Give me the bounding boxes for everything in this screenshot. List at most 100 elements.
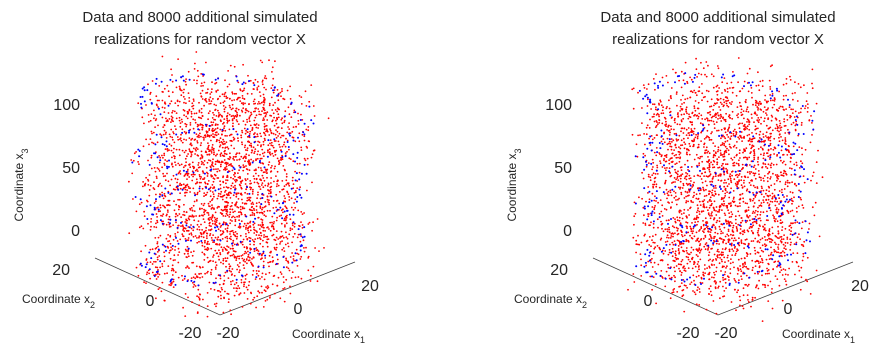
scatter-point bbox=[649, 176, 652, 179]
scatter-point bbox=[291, 176, 294, 179]
scatter-point bbox=[225, 260, 228, 262]
scatter-point bbox=[754, 128, 757, 131]
scatter-point bbox=[163, 124, 166, 126]
scatter-point bbox=[283, 141, 286, 144]
scatter-point bbox=[243, 285, 245, 288]
scatter-point bbox=[260, 101, 263, 104]
scatter-point bbox=[635, 239, 638, 242]
helix-point bbox=[302, 131, 305, 134]
scatter-point bbox=[718, 106, 720, 108]
scatter-point bbox=[206, 153, 209, 156]
scatter-point bbox=[674, 143, 677, 146]
scatter-point bbox=[171, 138, 174, 141]
scatter-point bbox=[210, 218, 213, 221]
scatter-point bbox=[668, 249, 671, 251]
scatter-point bbox=[686, 80, 688, 83]
scatter-point bbox=[687, 127, 690, 129]
scatter-point bbox=[718, 208, 721, 211]
scatter-point bbox=[806, 111, 809, 113]
scatter-point bbox=[254, 278, 257, 280]
scatter-point bbox=[758, 133, 761, 136]
scatter-point bbox=[700, 61, 702, 64]
helix-point bbox=[283, 115, 286, 118]
scatter-point bbox=[191, 102, 194, 105]
scatter-point bbox=[248, 103, 250, 106]
scatter-point bbox=[246, 118, 248, 121]
scatter-point bbox=[738, 279, 740, 282]
scatter-point bbox=[160, 290, 163, 293]
scatter-point bbox=[732, 239, 735, 242]
scatter-point bbox=[261, 221, 264, 224]
scatter-point bbox=[685, 128, 688, 131]
scatter-point bbox=[248, 144, 251, 147]
scatter-point bbox=[224, 169, 227, 171]
scatter-point bbox=[292, 136, 295, 139]
scatter-point bbox=[211, 81, 213, 84]
scatter-point bbox=[714, 175, 717, 178]
scatter-point bbox=[217, 112, 220, 114]
scatter-point bbox=[201, 128, 204, 131]
helix-point bbox=[204, 123, 207, 126]
scatter-point bbox=[223, 275, 226, 277]
scatter-point bbox=[270, 115, 273, 117]
scatter-point bbox=[194, 153, 197, 155]
scatter-point bbox=[255, 306, 257, 309]
scatter-point bbox=[200, 272, 202, 275]
scatter-point bbox=[678, 267, 680, 270]
scatter-point bbox=[212, 165, 215, 168]
scatter-point bbox=[175, 128, 177, 131]
scatter-point bbox=[163, 162, 166, 165]
scatter-point bbox=[258, 110, 260, 113]
scatter-point bbox=[293, 192, 296, 194]
scatter-point bbox=[204, 209, 207, 212]
scatter-point bbox=[185, 149, 187, 152]
scatter-point bbox=[243, 203, 246, 205]
scatter-point bbox=[271, 256, 274, 259]
scatter-point bbox=[698, 244, 701, 247]
scatter-point bbox=[207, 240, 209, 243]
scatter-point bbox=[699, 243, 702, 245]
scatter-point bbox=[696, 270, 699, 273]
scatter-point bbox=[239, 177, 242, 180]
scatter-point bbox=[699, 189, 702, 192]
scatter-point bbox=[232, 136, 235, 139]
scatter-point bbox=[208, 222, 211, 225]
helix-point bbox=[141, 87, 144, 90]
helix-point bbox=[289, 134, 291, 137]
scatter-point bbox=[714, 235, 716, 238]
scatter-point bbox=[697, 198, 699, 201]
scatter-point bbox=[218, 283, 221, 286]
scatter-point bbox=[729, 137, 732, 140]
scatter-point bbox=[232, 247, 235, 250]
scatter-point bbox=[287, 262, 290, 264]
scatter-point bbox=[719, 149, 722, 152]
chart-title-line-2: realizations for random vector X bbox=[94, 31, 306, 48]
scatter-point bbox=[143, 184, 146, 187]
scatter-point bbox=[758, 224, 761, 227]
scatter-point bbox=[273, 180, 275, 183]
scatter-point bbox=[185, 250, 188, 252]
scatter-point bbox=[654, 233, 657, 236]
scatter-point bbox=[703, 195, 706, 198]
scatter-point bbox=[724, 195, 727, 197]
scatter-point bbox=[249, 229, 252, 232]
scatter-point bbox=[280, 209, 283, 212]
scatter-point bbox=[739, 221, 742, 224]
scatter-point bbox=[285, 216, 288, 219]
scatter-point bbox=[711, 211, 713, 214]
helix-point bbox=[248, 134, 251, 137]
scatter-point bbox=[720, 144, 722, 147]
scatter-point bbox=[240, 187, 243, 190]
scatter-point bbox=[256, 295, 259, 298]
scatter-point bbox=[678, 252, 680, 255]
scatter-point bbox=[289, 218, 292, 221]
scatter-point bbox=[289, 85, 291, 88]
helix-point bbox=[175, 79, 178, 82]
scatter-point bbox=[704, 118, 706, 121]
scatter-point bbox=[666, 167, 668, 169]
scatter-point bbox=[773, 188, 776, 191]
scatter-point bbox=[656, 123, 659, 126]
scatter-point bbox=[751, 117, 753, 119]
scatter-point bbox=[258, 185, 261, 188]
scatter-point bbox=[642, 206, 645, 209]
